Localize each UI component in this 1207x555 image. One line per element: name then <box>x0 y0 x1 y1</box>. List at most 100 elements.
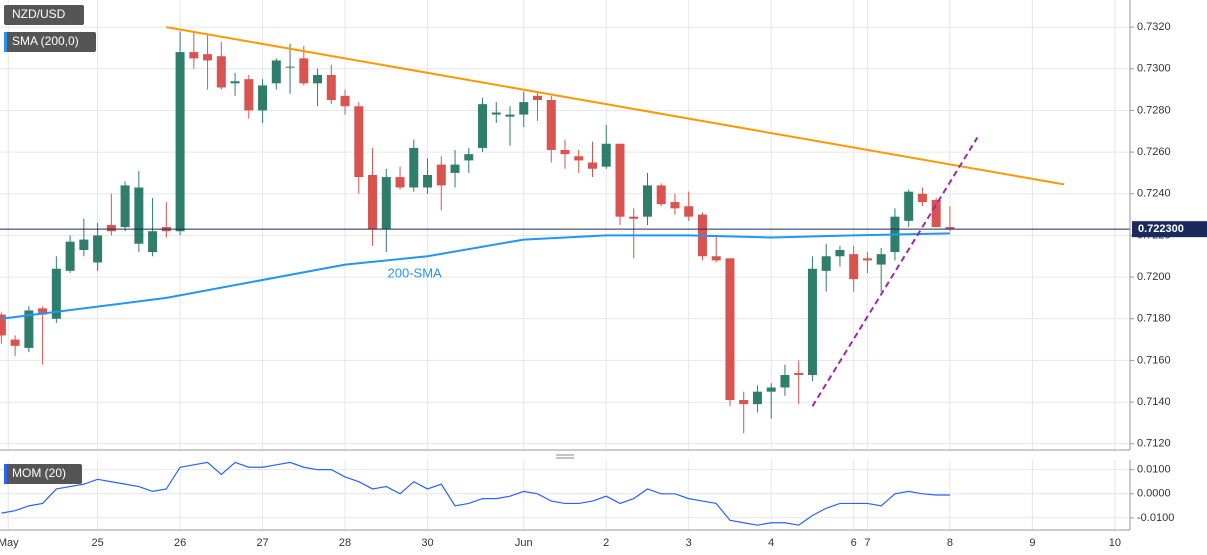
candle-body <box>560 150 570 155</box>
x-tick-label: 28 <box>339 537 351 549</box>
y-tick-label: 0.0100 <box>1137 464 1171 476</box>
candle-body <box>409 147 419 188</box>
candle-body <box>134 187 144 244</box>
candle-body <box>326 75 336 100</box>
candle-body <box>299 58 309 84</box>
candle-body <box>629 216 639 219</box>
candle-body <box>106 225 116 232</box>
candle-body <box>766 387 776 392</box>
candle-body <box>739 400 749 405</box>
candle-body <box>313 75 323 84</box>
candle-body <box>381 177 391 230</box>
candle-body <box>464 154 474 161</box>
x-tick-label: 25 <box>91 537 103 549</box>
y-tick-label: 0.7260 <box>1137 146 1171 158</box>
candle-body <box>203 54 213 61</box>
x-tick-label: 6 <box>851 537 857 549</box>
legend-swatch <box>4 464 7 484</box>
x-tick-label: Jun <box>515 537 533 549</box>
line-label: 200-SMA <box>388 266 443 281</box>
candle-body <box>780 375 790 388</box>
y-tick-label: 0.7160 <box>1137 354 1171 366</box>
candle-body <box>395 177 405 188</box>
candle-body <box>258 85 268 111</box>
candle-body <box>65 241 75 271</box>
candle-body <box>546 100 556 150</box>
candle-body <box>945 227 955 230</box>
candle-body <box>478 104 488 148</box>
candle-body <box>835 250 845 257</box>
candle-body <box>271 60 281 84</box>
y-tick-label: 0.7140 <box>1137 396 1171 408</box>
candle-body <box>533 95 543 100</box>
candle-body <box>519 102 529 115</box>
last-price-label: 0.722300 <box>1138 223 1184 235</box>
legend-swatch <box>4 32 7 52</box>
y-tick-label: 0.7120 <box>1137 438 1171 450</box>
candle-body <box>38 308 48 315</box>
candle-body <box>24 310 34 348</box>
x-tick-label: 10 <box>1109 537 1121 549</box>
candle-body <box>670 202 680 209</box>
legend-box <box>4 464 82 484</box>
y-tick-label: 0.7240 <box>1137 188 1171 200</box>
overlay-line <box>166 26 1065 186</box>
candle-body <box>354 106 364 178</box>
x-tick-label: 7 <box>864 537 870 549</box>
overlay-line <box>1 232 950 320</box>
x-tick-label: 9 <box>1029 537 1035 549</box>
candle-body <box>931 200 941 228</box>
candle-body <box>93 235 103 263</box>
candle-body <box>752 391 762 405</box>
candle-body <box>10 339 20 346</box>
candle-body <box>230 81 240 84</box>
candle-body <box>684 206 694 217</box>
candle-body <box>423 175 433 188</box>
candle-body <box>821 256 831 271</box>
overlay-line <box>811 136 979 407</box>
candle-body <box>436 164 446 186</box>
x-tick-label: 27 <box>256 537 268 549</box>
candle-body <box>0 314 6 336</box>
candle-body <box>120 185 130 228</box>
candle-body <box>244 79 254 111</box>
candle-body <box>79 239 89 250</box>
x-tick-label: 30 <box>421 537 433 549</box>
candle-body <box>876 254 886 265</box>
candle-body <box>450 164 460 173</box>
legend-box <box>4 5 84 25</box>
candle-body <box>368 175 378 230</box>
candle-body <box>794 372 804 375</box>
y-tick-label: -0.0100 <box>1137 512 1174 524</box>
candle-body <box>904 191 914 221</box>
y-tick-label: 0.7280 <box>1137 104 1171 116</box>
candle-body <box>917 193 927 203</box>
candle-body <box>216 56 226 88</box>
x-tick-label: May <box>0 537 19 549</box>
x-tick-label: 8 <box>947 537 953 549</box>
candle-body <box>340 95 350 107</box>
candle-body <box>175 52 185 232</box>
candle-body <box>587 162 597 169</box>
candle-body <box>574 156 584 161</box>
legend-indicator: SMA (200,0) <box>12 34 79 48</box>
x-tick-label: 26 <box>174 537 186 549</box>
legend-mom: MOM (20) <box>12 466 66 480</box>
candle-body <box>656 185 666 205</box>
x-tick-label: 3 <box>686 537 692 549</box>
candle-body <box>711 256 721 261</box>
y-tick-label: 0.7320 <box>1137 21 1171 33</box>
candle-body <box>615 143 625 217</box>
x-tick-label: 4 <box>768 537 774 549</box>
candle-body <box>849 254 859 280</box>
candle-body <box>642 185 652 217</box>
candle-body <box>601 143 611 167</box>
momentum-line <box>1 461 950 526</box>
y-tick-label: 0.0000 <box>1137 488 1171 500</box>
candle-body <box>491 112 501 115</box>
candle-body <box>862 258 872 261</box>
candle-body <box>807 268 817 375</box>
candle-body <box>725 258 735 400</box>
legend-box <box>4 32 96 52</box>
